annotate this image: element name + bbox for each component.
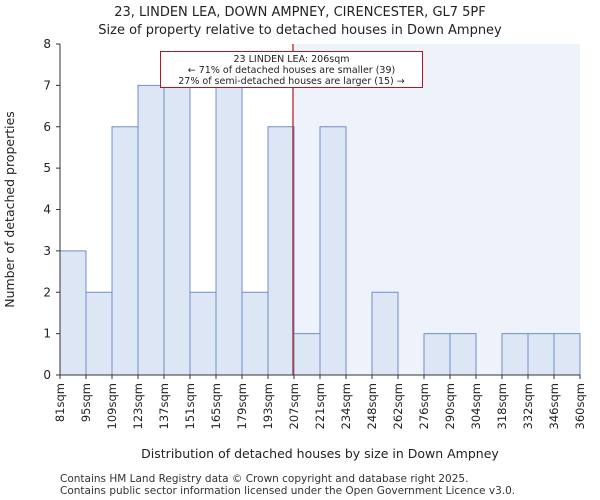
x-tick-label: 332sqm (521, 383, 535, 429)
property-annotation: 23 LINDEN LEA: 206sqm ← 71% of detached … (160, 51, 423, 88)
bar (111, 126, 139, 376)
y-tick-label: 7 (43, 78, 51, 92)
x-tick-label: 318sqm (495, 383, 509, 429)
x-tick-label: 81sqm (53, 383, 67, 422)
bar (163, 84, 191, 376)
x-tick-label: 95sqm (79, 383, 93, 422)
annotation-line3: 27% of semi-detached houses are larger (… (178, 76, 405, 87)
x-tick-label: 207sqm (287, 383, 301, 429)
bar (449, 333, 477, 376)
x-tick-label: 109sqm (105, 383, 119, 429)
x-tick-label: 276sqm (417, 383, 431, 429)
bar (501, 333, 529, 376)
y-tick-label: 1 (43, 327, 51, 341)
x-tick-label: 123sqm (131, 383, 145, 429)
x-axis-label: Distribution of detached houses by size … (141, 446, 499, 461)
y-tick-label: 5 (43, 161, 51, 175)
x-tick-label: 151sqm (183, 383, 197, 429)
y-axis-label: Number of detached properties (2, 111, 17, 308)
x-tick-label: 248sqm (365, 383, 379, 429)
bar (423, 333, 451, 376)
x-tick-label: 304sqm (469, 383, 483, 429)
x-tick-label: 137sqm (157, 383, 171, 429)
x-tick-label: 165sqm (209, 383, 223, 429)
x-tick-label: 221sqm (313, 383, 327, 429)
y-tick-label: 0 (43, 368, 51, 382)
x-tick-label: 234sqm (339, 383, 353, 429)
x-tick-label: 262sqm (391, 383, 405, 429)
y-tick-label: 2 (43, 285, 51, 299)
bar (319, 126, 347, 376)
x-tick-label: 360sqm (573, 383, 587, 429)
y-tick-label: 3 (43, 244, 51, 258)
y-tick-label: 4 (43, 203, 51, 217)
x-tick-label: 179sqm (235, 383, 249, 429)
bar (59, 250, 87, 376)
bar (85, 291, 113, 376)
bar (137, 84, 165, 376)
annotation-line1: 23 LINDEN LEA: 206sqm (233, 54, 350, 65)
bar (293, 333, 321, 376)
chart-title-line2: Size of property relative to detached ho… (98, 23, 502, 38)
footer-line1: Contains HM Land Registry data © Crown c… (60, 473, 469, 485)
bar (241, 291, 269, 376)
bar (371, 291, 399, 376)
bar (215, 84, 243, 376)
x-tick-label: 346sqm (547, 383, 561, 429)
chart-title-line1: 23, LINDEN LEA, DOWN AMPNEY, CIRENCESTER… (114, 5, 486, 20)
bar (553, 333, 581, 376)
footer-line2: Contains public sector information licen… (60, 485, 516, 497)
bar (267, 126, 295, 376)
x-tick-label: 290sqm (443, 383, 457, 429)
bar (527, 333, 555, 376)
bar (189, 291, 217, 376)
x-tick-label: 193sqm (261, 383, 275, 429)
y-tick-label: 6 (43, 120, 51, 134)
y-tick-label: 8 (43, 37, 51, 51)
annotation-line2: ← 71% of detached houses are smaller (39… (187, 65, 396, 76)
